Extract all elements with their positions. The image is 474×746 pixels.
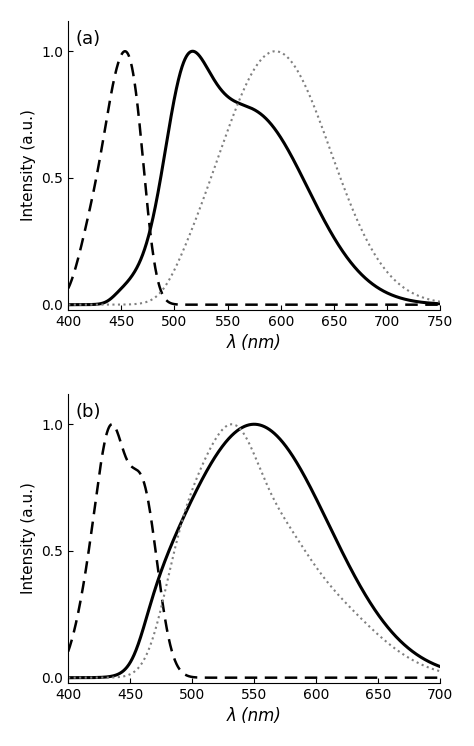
Y-axis label: Intensity (a.u.): Intensity (a.u.) [21, 110, 36, 222]
X-axis label: λ (nm): λ (nm) [227, 334, 282, 352]
Y-axis label: Intensity (a.u.): Intensity (a.u.) [21, 483, 36, 595]
X-axis label: λ (nm): λ (nm) [227, 707, 282, 725]
Text: (a): (a) [76, 30, 101, 48]
Text: (b): (b) [76, 403, 101, 421]
